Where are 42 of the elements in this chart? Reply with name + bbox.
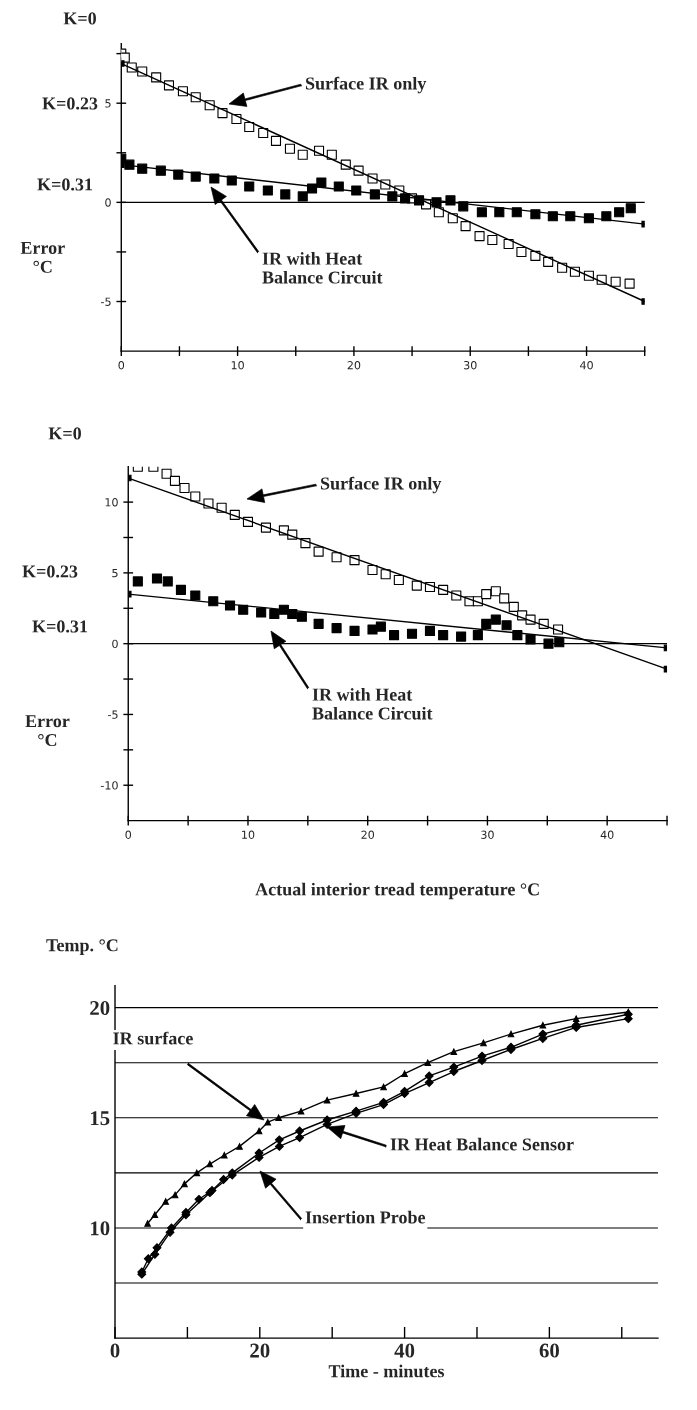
x-tick-label: 30 (481, 830, 494, 839)
y-tick-label: 20 (90, 1001, 110, 1016)
y-tick-label: 0 (112, 639, 118, 649)
y-axis-title: Error °C (25, 715, 70, 747)
y-tick-label: 15 (90, 1111, 110, 1126)
x-tick-label: 10 (242, 830, 255, 839)
x-tick-label: 0 (118, 361, 125, 370)
text: K=0.23 (22, 565, 78, 578)
annotation: IR with Heat Balance Circuit (312, 688, 433, 720)
x-axis-title: Time - minutes (328, 1364, 445, 1378)
y-tick-label: 0 (105, 198, 111, 207)
y-tick-label: -5 (101, 297, 111, 306)
x-tick-label: 40 (394, 1343, 415, 1358)
x-tick-label: 10 (231, 361, 244, 370)
annotation: Surface IR only (320, 476, 442, 494)
x-tick-label: 60 (539, 1343, 559, 1358)
y-tick-label: 5 (105, 99, 111, 108)
text: K=0 (63, 12, 96, 25)
x-axis-title: Actual interior tread temperature °C (255, 882, 539, 900)
x-tick-label: 20 (250, 1343, 270, 1358)
x-tick-label: 20 (347, 361, 361, 370)
text: K=0.23 (42, 97, 98, 110)
text: K=0 (48, 427, 81, 440)
annotation: IR with Heat Balance Circuit (262, 252, 383, 284)
annotation: Surface IR only (305, 76, 427, 94)
y-tick-label: -5 (107, 710, 118, 719)
y-tick-label: 10 (90, 1221, 110, 1236)
x-tick-label: 40 (580, 361, 593, 370)
x-tick-label: 40 (600, 830, 614, 839)
annotation: Insertion Probe (305, 1210, 426, 1224)
text: K=0.31 (37, 178, 93, 191)
y-tick-label: 10 (105, 498, 118, 507)
y-axis-title: Error °C (20, 241, 65, 273)
x-tick-label: 0 (125, 830, 132, 839)
y-axis-title: Temp. °C (46, 939, 118, 955)
annotation: IR surface (113, 1031, 193, 1045)
y-tick-label: 5 (112, 569, 118, 578)
x-tick-label: 30 (464, 361, 477, 370)
y-tick-label: -10 (100, 781, 118, 790)
text: K=0.31 (32, 620, 88, 633)
annotation: IR Heat Balance Sensor (390, 1137, 574, 1151)
x-tick-label: 20 (361, 830, 375, 839)
